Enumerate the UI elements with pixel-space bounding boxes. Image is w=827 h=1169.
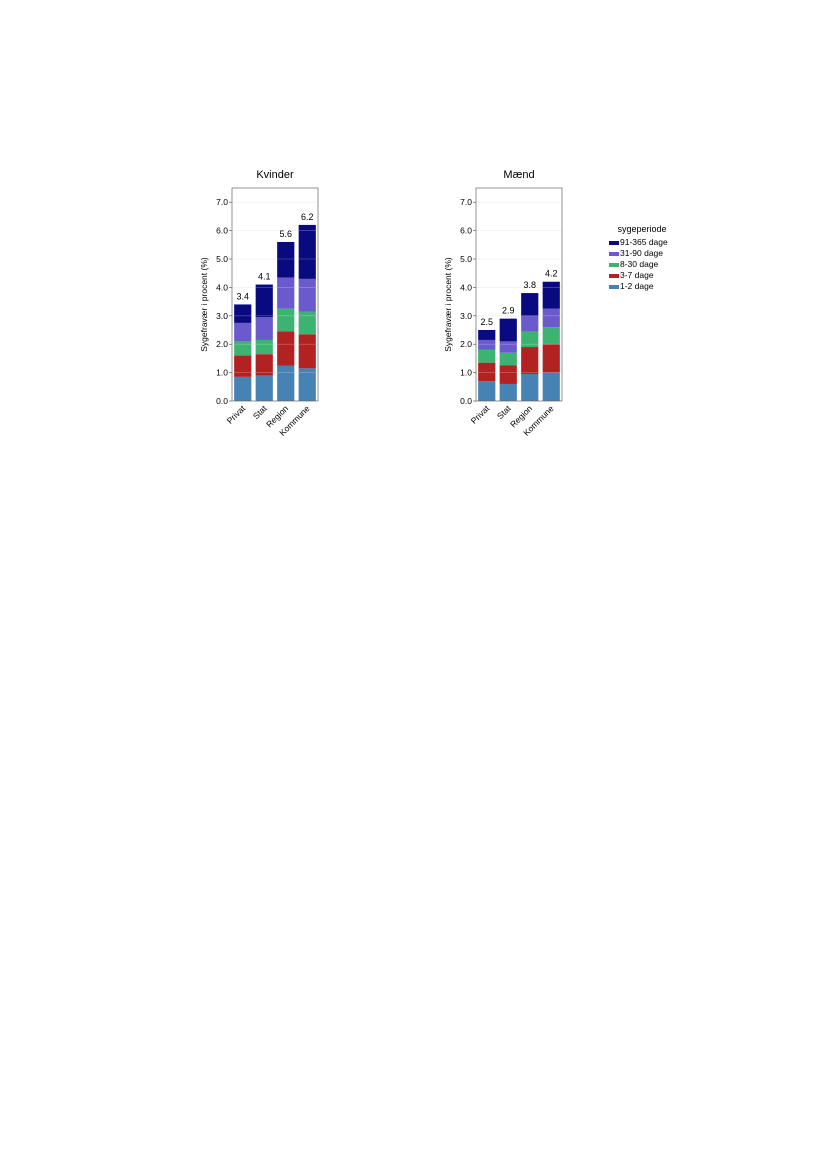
bar-segment-privat-1-2-dage	[234, 376, 252, 401]
bar-segment-region-31-90-dage	[277, 277, 295, 309]
bar-total-label: 4.2	[545, 269, 558, 279]
bar-segment-privat-31-90-dage	[234, 322, 252, 342]
bar-segment-region-8-30-dage	[521, 331, 539, 348]
y-tick-label: 0.0	[216, 396, 228, 406]
bar-segment-kommune-8-30-dage	[298, 311, 316, 335]
legend-item: 3-7 dage	[609, 270, 654, 280]
y-tick-label: 6.0	[216, 226, 228, 236]
bar-segment-region-1-2-dage	[521, 374, 539, 401]
legend-item: 8-30 dage	[609, 259, 659, 269]
y-tick-label: 1.0	[216, 368, 228, 378]
bar-total-label: 2.5	[480, 317, 493, 327]
legend-title: sygeperiode	[617, 224, 666, 234]
x-tick-label: Privat	[469, 403, 492, 426]
legend-item: 91-365 dage	[609, 237, 668, 247]
bar-segment-stat-31-90-dage	[255, 317, 273, 340]
bar-segment-kommune-1-2-dage	[542, 372, 560, 401]
bar-segment-kommune-3-7-dage	[542, 344, 560, 373]
bar-segment-privat-3-7-dage	[478, 362, 496, 382]
bar-segment-region-31-90-dage	[521, 315, 539, 332]
bar-segment-stat-3-7-dage	[499, 365, 517, 384]
y-tick-label: 3.0	[216, 311, 228, 321]
legend-label: 31-90 dage	[620, 248, 663, 258]
plot-frame	[231, 187, 319, 402]
bar-segment-privat-8-30-dage	[478, 349, 496, 363]
bar-segment-stat-3-7-dage	[255, 354, 273, 376]
legend-swatch	[609, 252, 619, 256]
bar-total-label: 4.1	[258, 272, 271, 282]
y-tick-label: 2.0	[216, 339, 228, 349]
bar-total-label: 5.6	[279, 229, 292, 239]
y-axis-label: Sygefravær i procent (%)	[443, 257, 453, 352]
legend-swatch	[609, 241, 619, 245]
bar-segment-stat-8-30-dage	[499, 352, 517, 366]
legend-swatch	[609, 285, 619, 289]
chart-title: Kvinder	[256, 169, 294, 181]
bar-segment-kommune-91-365-dage	[298, 224, 316, 279]
y-tick-label: 5.0	[460, 254, 472, 264]
x-tick-label: Privat	[225, 403, 248, 426]
legend-label: 8-30 dage	[620, 259, 659, 269]
y-tick-label: 7.0	[460, 197, 472, 207]
bar-segment-stat-91-365-dage	[255, 284, 273, 318]
bar-segment-region-3-7-dage	[521, 347, 539, 375]
bar-segment-stat-8-30-dage	[255, 339, 273, 355]
chart-panel-1: 0.0 1.0 2.0 3.0 4.0 5.0 6.0 7.0 2.5 Privat 2.9 Stat…	[443, 169, 563, 438]
legend-label: 91-365 dage	[620, 237, 668, 247]
legend-swatch	[609, 274, 619, 278]
bar-segment-privat-3-7-dage	[234, 355, 252, 377]
y-tick-label: 7.0	[216, 197, 228, 207]
bar-segment-region-91-365-dage	[277, 241, 295, 278]
bar-segment-privat-31-90-dage	[478, 339, 496, 350]
bar-segment-privat-91-365-dage	[234, 304, 252, 323]
y-tick-label: 5.0	[216, 254, 228, 264]
bar-segment-region-8-30-dage	[277, 308, 295, 332]
bar-total-label: 2.9	[502, 306, 515, 316]
legend-swatch	[609, 263, 619, 267]
bar-segment-region-1-2-dage	[277, 365, 295, 401]
bar-segment-kommune-1-2-dage	[298, 368, 316, 401]
y-tick-label: 4.0	[460, 282, 472, 292]
bar-total-label: 3.4	[236, 291, 249, 301]
legend-label: 3-7 dage	[620, 270, 654, 280]
y-axis-label: Sygefravær i procent (%)	[199, 257, 209, 352]
chart-title: Mænd	[503, 169, 534, 181]
bar-segment-kommune-8-30-dage	[542, 327, 560, 345]
y-tick-label: 6.0	[460, 226, 472, 236]
bar-segment-stat-31-90-dage	[499, 341, 517, 353]
x-tick-label: Stat	[495, 403, 513, 421]
chart-panel-0: 0.0 1.0 2.0 3.0 4.0 5.0 6.0 7.0 3.4 Privat 4.1 Stat…	[199, 169, 319, 438]
bar-segment-privat-1-2-dage	[478, 381, 496, 401]
chart-panels: 0.0 1.0 2.0 3.0 4.0 5.0 6.0 7.0 3.4 Privat 4.1 Stat…	[199, 169, 563, 438]
y-tick-label: 3.0	[460, 311, 472, 321]
legend-item: 1-2 dage	[609, 281, 654, 291]
bar-segment-stat-1-2-dage	[255, 375, 273, 401]
bar-segment-region-91-365-dage	[521, 293, 539, 316]
y-tick-label: 0.0	[460, 396, 472, 406]
bar-segment-kommune-31-90-dage	[542, 308, 560, 328]
bar-segment-stat-1-2-dage	[499, 383, 517, 401]
bar-segment-stat-91-365-dage	[499, 318, 517, 342]
legend-label: 1-2 dage	[620, 281, 654, 291]
bar-segment-kommune-91-365-dage	[542, 281, 560, 309]
y-tick-label: 2.0	[460, 339, 472, 349]
bar-segment-kommune-31-90-dage	[298, 278, 316, 312]
plot-frame	[475, 187, 563, 402]
legend-item: 31-90 dage	[609, 248, 663, 258]
x-tick-label: Stat	[251, 403, 269, 421]
bar-total-label: 3.8	[523, 280, 536, 290]
bar-segment-region-3-7-dage	[277, 331, 295, 366]
y-tick-label: 1.0	[460, 368, 472, 378]
bar-segment-privat-91-365-dage	[478, 330, 496, 340]
bar-segment-kommune-3-7-dage	[298, 334, 316, 369]
bar-total-label: 6.2	[301, 212, 314, 222]
bar-segment-privat-8-30-dage	[234, 341, 252, 356]
y-tick-label: 4.0	[216, 282, 228, 292]
